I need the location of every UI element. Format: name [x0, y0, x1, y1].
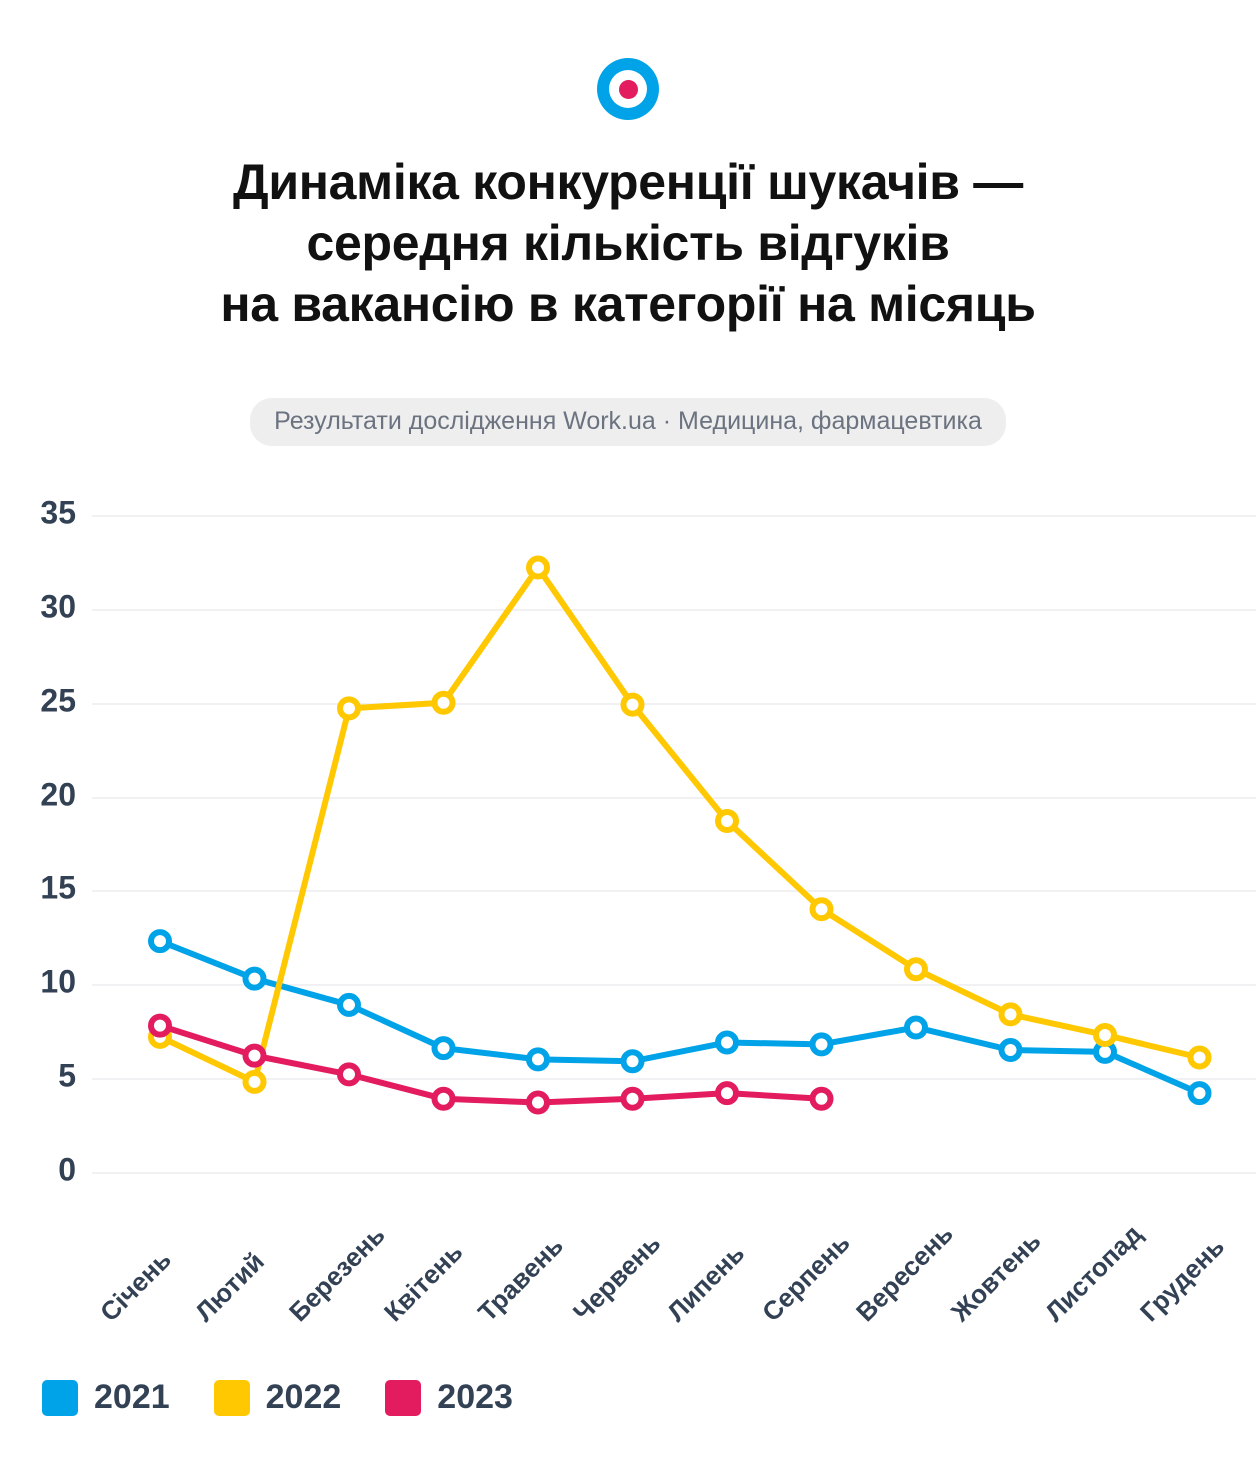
data-point-marker[interactable] [337, 696, 361, 721]
data-point-marker[interactable] [715, 1030, 739, 1055]
x-axis-tick-label: Вересень [850, 1218, 959, 1328]
data-point-marker[interactable] [1187, 1045, 1212, 1070]
legend-swatch-icon [42, 1379, 78, 1416]
legend-item-2022[interactable]: 2022 [213, 1378, 342, 1417]
data-point-marker[interactable] [337, 1062, 361, 1087]
y-axis-tick-label: 15 [40, 869, 76, 906]
x-axis-tick-label: Червень [566, 1227, 666, 1328]
gridline [92, 984, 1256, 987]
y-axis-tick-label: 25 [40, 682, 76, 719]
gridline [92, 890, 1256, 893]
legend-label: 2022 [265, 1378, 342, 1416]
data-point-marker[interactable] [620, 1049, 645, 1074]
data-point-marker[interactable] [904, 957, 928, 982]
logo-container [0, 58, 1256, 120]
y-axis-tick-label: 30 [40, 588, 76, 625]
y-axis-tick-label: 35 [40, 494, 76, 531]
data-point-marker[interactable] [242, 1069, 267, 1094]
line-chart: 0 5 10 15 20 25 30 35 [0, 470, 1256, 1260]
data-point-marker[interactable] [242, 966, 267, 991]
gridline [92, 1078, 1256, 1081]
target-dot-icon [597, 58, 659, 120]
data-point-marker[interactable] [904, 1015, 928, 1040]
x-axis-tick-label: Грудень [1133, 1231, 1230, 1328]
legend-label: 2023 [437, 1378, 513, 1416]
gridline [92, 1172, 1256, 1174]
data-point-marker[interactable] [1093, 1022, 1117, 1047]
series-line-2021 [157, 938, 1203, 1097]
data-point-marker[interactable] [431, 1036, 456, 1061]
title-line-1: Динаміка конкуренції шукачів — [233, 154, 1023, 210]
data-point-marker[interactable] [715, 1081, 739, 1106]
x-axis-tick-label: Серпень [755, 1227, 856, 1328]
gridline [92, 515, 1256, 517]
x-axis-tick-label: Травень [472, 1230, 569, 1328]
legend-item-2021[interactable]: 2021 [42, 1378, 170, 1417]
x-axis-tick-label: Липень [661, 1238, 751, 1328]
legend-swatch-icon [385, 1379, 422, 1416]
data-point-marker[interactable] [1187, 1081, 1212, 1106]
legend-label: 2021 [94, 1378, 170, 1416]
data-point-marker[interactable] [337, 992, 361, 1017]
data-point-marker[interactable] [809, 1032, 834, 1057]
data-point-marker[interactable] [998, 1002, 1023, 1027]
data-point-marker[interactable] [431, 1086, 456, 1111]
chart-legend: 2021 2022 2023 [42, 1378, 513, 1417]
gridline [92, 796, 1256, 799]
x-axis-labels: Січень Лютий Березень Квітень Травень Червень… [0, 1218, 1256, 1372]
x-axis-tick-label: Жовтень [944, 1225, 1047, 1328]
title-line-2: середня кількість відгуків [306, 215, 950, 271]
data-point-marker[interactable] [620, 692, 645, 717]
chart-series-layer [148, 555, 1212, 1115]
page-title: Динаміка конкуренції шукачів — середня к… [60, 152, 1196, 335]
data-point-marker[interactable] [998, 1037, 1023, 1062]
gridline [92, 702, 1256, 705]
x-axis-tick-label: Квітень [377, 1236, 468, 1328]
title-line-3: на вакансію в категорії на місяць [220, 276, 1036, 332]
gridline [92, 608, 1256, 611]
y-axis-tick-label: 20 [40, 776, 76, 813]
data-point-marker[interactable] [809, 1086, 834, 1111]
y-axis-tick-label: 5 [58, 1057, 76, 1094]
legend-item-2023[interactable]: 2023 [385, 1378, 513, 1417]
series-line-2023 [157, 1022, 825, 1106]
data-point-marker[interactable] [431, 690, 456, 715]
data-point-marker[interactable] [526, 555, 550, 580]
data-point-marker[interactable] [242, 1043, 267, 1068]
data-point-marker[interactable] [809, 897, 834, 922]
data-point-marker[interactable] [148, 929, 172, 954]
x-axis-tick-label: Листопад [1039, 1218, 1148, 1328]
y-axis-tick-label: 10 [40, 963, 76, 1000]
logo-inner-ring [609, 70, 647, 108]
data-point-marker[interactable] [715, 808, 739, 833]
data-point-marker[interactable] [526, 1047, 550, 1072]
legend-swatch-icon [213, 1379, 250, 1416]
subtitle-container: Результати дослідження Work.ua · Медицин… [0, 398, 1256, 446]
data-point-marker[interactable] [620, 1086, 645, 1111]
y-axis-tick-label: 0 [58, 1151, 76, 1188]
logo-center-dot [618, 79, 638, 99]
x-axis-tick-label: Січень [94, 1244, 177, 1328]
series-line-2022 [157, 564, 1203, 1085]
subtitle-badge: Результати дослідження Work.ua · Медицин… [250, 398, 1006, 446]
data-point-marker[interactable] [148, 1013, 172, 1038]
data-point-marker[interactable] [526, 1090, 550, 1115]
x-axis-tick-label: Лютий [188, 1246, 270, 1328]
x-axis-tick-label: Березень [283, 1219, 391, 1328]
